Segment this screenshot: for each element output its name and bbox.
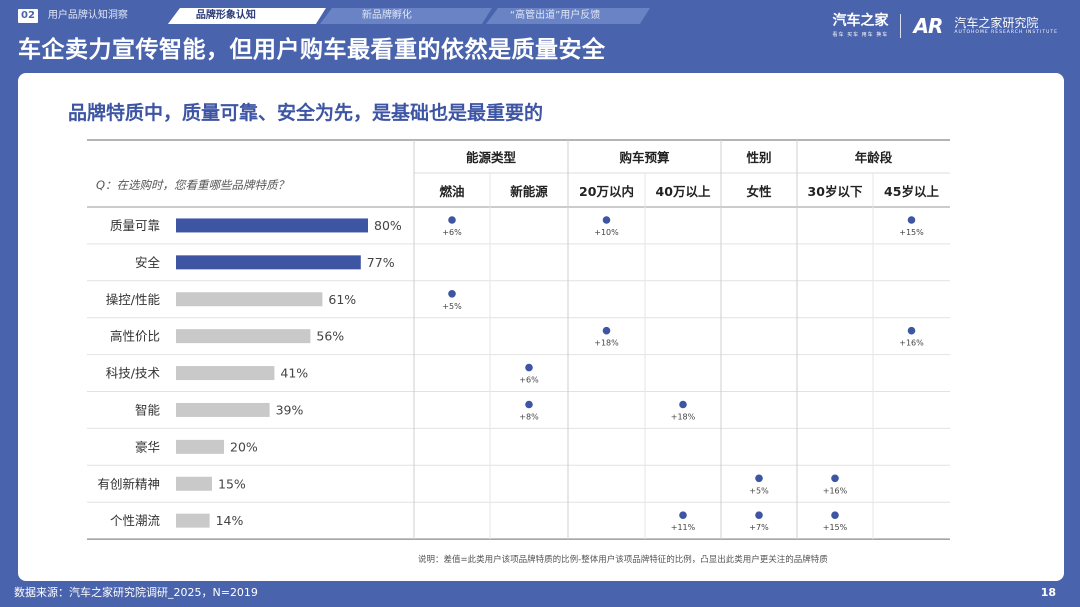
difference-dot [755, 511, 763, 519]
bar [176, 292, 323, 307]
difference-dot [679, 511, 687, 519]
bar-value-label: 20% [230, 439, 258, 454]
segment-column-label: 燃油 [439, 184, 464, 199]
segment-column-label: 45岁以上 [884, 184, 939, 199]
category-label: 安全 [135, 255, 161, 270]
bar-value-label: 56% [316, 329, 344, 344]
segment-group-label: 年龄段 [855, 150, 893, 165]
section-number: 02 [18, 9, 38, 23]
difference-label: +5% [442, 302, 462, 311]
difference-dot [907, 216, 916, 224]
bar-value-label: 80% [374, 218, 402, 233]
segment-column-label: 20万以内 [579, 184, 634, 199]
autohome-logo: 汽车之家 看车 买车 用车 换车 [832, 14, 888, 38]
difference-dot [448, 290, 456, 298]
tab-brand-image[interactable]: 品牌形象认知 [168, 8, 326, 24]
top-bar: 02 用户品牌认知洞察 品牌形象认知 新品牌孵化 “高管出道”用户反馈 车企卖力… [0, 0, 1080, 66]
difference-label: +10% [594, 228, 619, 237]
bar [176, 439, 224, 454]
bar [176, 402, 270, 417]
difference-label: +11% [671, 523, 696, 532]
bar-value-label: 41% [280, 366, 308, 381]
difference-dot [525, 363, 533, 372]
segment-column-label: 女性 [746, 184, 772, 199]
difference-label: +6% [442, 228, 462, 237]
difference-label: +16% [823, 486, 848, 495]
difference-dot [602, 216, 611, 224]
section-tabs: 02 用户品牌认知洞察 品牌形象认知 新品牌孵化 “高管出道”用户反馈 [18, 8, 650, 24]
difference-label: +15% [899, 228, 924, 237]
difference-dot [907, 326, 916, 335]
survey-question: Q：在选购时，您看重哪些品牌特质？ [96, 178, 290, 192]
difference-label: +6% [519, 376, 539, 385]
segment-group-label: 能源类型 [466, 150, 517, 165]
difference-label: +7% [749, 523, 769, 532]
logo-area: 汽车之家 看车 买车 用车 换车 AR 汽车之家研究院 AUTOHOME RES… [832, 14, 1058, 38]
footnote: 说明：差值=此类用户该项品牌特质的比例-整体用户该项品牌特征的比例，凸显出此类用… [418, 555, 828, 565]
page-number: 18 [1040, 586, 1056, 599]
segment-column-label: 30岁以下 [808, 184, 863, 199]
difference-dot [755, 474, 763, 483]
category-label: 高性价比 [110, 329, 160, 344]
segment-group-label: 购车预算 [619, 150, 670, 165]
category-label: 科技/技术 [106, 366, 161, 381]
difference-dot [448, 216, 456, 224]
tab-new-brand[interactable]: 新品牌孵化 [320, 8, 492, 24]
category-label: 有创新精神 [97, 476, 160, 491]
bar [176, 513, 210, 528]
bar-value-label: 77% [367, 255, 395, 270]
difference-label: +18% [594, 339, 619, 348]
difference-dot [602, 326, 611, 335]
page-title: 车企卖力宣传智能，但用户购车最看重的依然是质量安全 [18, 37, 606, 63]
difference-dot [831, 511, 839, 519]
bar-value-label: 14% [216, 513, 244, 528]
bar [176, 366, 275, 381]
institute-logo: 汽车之家研究院 AUTOHOME RESEARCH INSTITUTE [954, 16, 1058, 36]
difference-label: +18% [671, 413, 696, 422]
bar-value-label: 39% [276, 402, 304, 417]
difference-label: +15% [823, 523, 848, 532]
category-label: 智能 [135, 402, 161, 417]
category-label: 质量可靠 [110, 218, 160, 233]
tab-user-brand-insight[interactable]: 用户品牌认知洞察 [47, 10, 128, 21]
category-label: 豪华 [135, 439, 160, 454]
difference-dot [679, 400, 687, 409]
bar [176, 476, 212, 491]
bar [176, 329, 311, 344]
difference-dot [525, 400, 533, 409]
segment-group-label: 性别 [745, 150, 771, 165]
tab-exec-feedback[interactable]: “高管出道”用户反馈 [486, 8, 650, 24]
data-source: 数据来源：汽车之家研究院调研_2025，N=2019 [14, 586, 258, 599]
difference-label: +5% [749, 486, 769, 495]
institute-name-en: AUTOHOME RESEARCH INSTITUTE [954, 30, 1058, 35]
content-card: 品牌特质中，质量可靠、安全为先，是基础也是最重要的 Q：在选购时，您看重哪些品牌… [18, 73, 1064, 581]
bar [176, 255, 361, 270]
difference-dot [831, 474, 839, 483]
segment-column-label: 40万以上 [656, 184, 711, 199]
bar-value-label: 15% [218, 476, 246, 491]
category-label: 个性潮流 [110, 513, 161, 528]
logo-divider [900, 14, 902, 38]
category-label: 操控/性能 [106, 292, 161, 307]
autohome-logo-sub: 看车 买车 用车 换车 [832, 32, 889, 38]
institute-name: 汽车之家研究院 [954, 16, 1039, 30]
ar-logo-icon: AR [913, 14, 943, 38]
difference-label: +8% [519, 413, 539, 422]
autohome-logo-text: 汽车之家 [832, 13, 889, 29]
slide-subtitle: 品牌特质中，质量可靠、安全为先，是基础也是最重要的 [68, 102, 544, 124]
bar [176, 218, 368, 233]
difference-label: +16% [899, 339, 924, 348]
bar-value-label: 61% [328, 292, 356, 307]
segment-column-label: 新能源 [510, 184, 548, 199]
